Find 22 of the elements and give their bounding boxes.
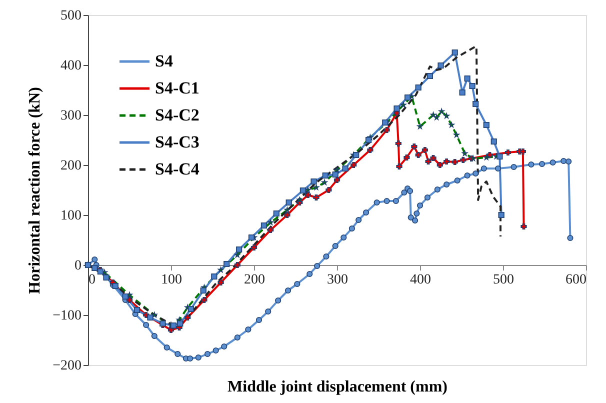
y-tick-label: 0 [74, 258, 82, 274]
legend-label: S4-C1 [155, 78, 200, 98]
y-tick-label: 100 [60, 208, 82, 224]
x-tick-label: 100 [161, 272, 182, 288]
y-tick-label: 500 [60, 8, 82, 24]
x-axis-title: Middle joint displacement (mm) [228, 378, 448, 396]
x-tick-label: 0 [88, 272, 96, 288]
x-tick-label: 200 [244, 272, 265, 288]
x-tick-label: 400 [410, 272, 431, 288]
x-tick-label: 300 [327, 272, 348, 288]
x-tick-label: 500 [493, 272, 514, 288]
y-tick-label: −100 [52, 308, 82, 324]
y-axis-title: Horizontal reaction force (kN) [26, 87, 44, 294]
legend-label: S4-C2 [155, 106, 200, 124]
legend-label: S4-C4 [155, 160, 200, 178]
legend-label: S4-C3 [155, 132, 200, 152]
y-tick-label: 400 [60, 58, 82, 74]
x-tick-label: 600 [566, 272, 586, 288]
y-tick-label: 200 [60, 158, 82, 174]
y-tick-label: −200 [52, 358, 82, 374]
legend-label: S4 [155, 52, 174, 70]
y-tick-label: 300 [60, 108, 82, 124]
